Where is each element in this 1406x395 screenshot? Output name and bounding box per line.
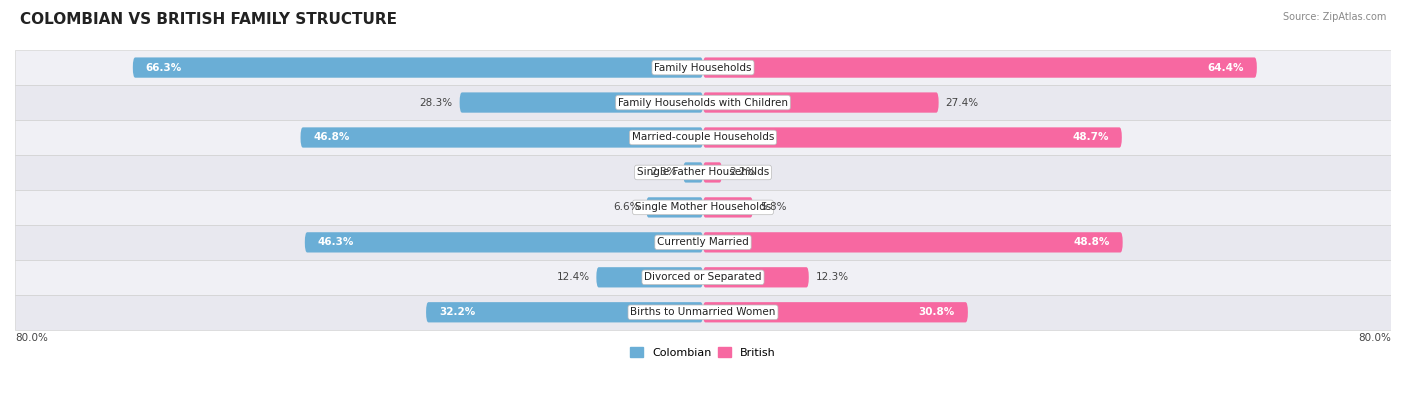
- Text: 48.8%: 48.8%: [1073, 237, 1109, 247]
- FancyBboxPatch shape: [132, 57, 703, 78]
- Text: Divorced or Separated: Divorced or Separated: [644, 272, 762, 282]
- FancyBboxPatch shape: [703, 197, 752, 218]
- Text: 2.3%: 2.3%: [650, 167, 676, 177]
- Bar: [15, 225, 1391, 260]
- Text: 28.3%: 28.3%: [419, 98, 453, 107]
- Text: Family Households with Children: Family Households with Children: [619, 98, 787, 107]
- Text: Source: ZipAtlas.com: Source: ZipAtlas.com: [1282, 12, 1386, 22]
- Text: Single Mother Households: Single Mother Households: [636, 202, 770, 213]
- FancyBboxPatch shape: [703, 162, 721, 182]
- FancyBboxPatch shape: [460, 92, 703, 113]
- Text: Family Households: Family Households: [654, 62, 752, 73]
- Text: 48.7%: 48.7%: [1073, 132, 1109, 143]
- FancyBboxPatch shape: [647, 197, 703, 218]
- FancyBboxPatch shape: [703, 267, 808, 288]
- Text: Currently Married: Currently Married: [657, 237, 749, 247]
- Text: Births to Unmarried Women: Births to Unmarried Women: [630, 307, 776, 317]
- FancyBboxPatch shape: [703, 92, 939, 113]
- FancyBboxPatch shape: [703, 57, 1257, 78]
- Text: Married-couple Households: Married-couple Households: [631, 132, 775, 143]
- FancyBboxPatch shape: [596, 267, 703, 288]
- Text: 6.6%: 6.6%: [613, 202, 640, 213]
- Text: 12.3%: 12.3%: [815, 272, 849, 282]
- Text: 2.2%: 2.2%: [728, 167, 755, 177]
- Bar: [15, 295, 1391, 330]
- Bar: [15, 120, 1391, 155]
- Text: 66.3%: 66.3%: [146, 62, 181, 73]
- Bar: [15, 50, 1391, 85]
- Text: 5.8%: 5.8%: [759, 202, 786, 213]
- FancyBboxPatch shape: [703, 302, 967, 322]
- Legend: Colombian, British: Colombian, British: [626, 342, 780, 362]
- Text: COLOMBIAN VS BRITISH FAMILY STRUCTURE: COLOMBIAN VS BRITISH FAMILY STRUCTURE: [20, 12, 396, 27]
- FancyBboxPatch shape: [305, 232, 703, 252]
- FancyBboxPatch shape: [683, 162, 703, 182]
- Text: 46.8%: 46.8%: [314, 132, 350, 143]
- Bar: [15, 85, 1391, 120]
- Text: Single Father Households: Single Father Households: [637, 167, 769, 177]
- Bar: [15, 155, 1391, 190]
- FancyBboxPatch shape: [703, 232, 1122, 252]
- FancyBboxPatch shape: [703, 127, 1122, 148]
- Text: 30.8%: 30.8%: [918, 307, 955, 317]
- Text: 32.2%: 32.2%: [439, 307, 475, 317]
- FancyBboxPatch shape: [426, 302, 703, 322]
- Text: 80.0%: 80.0%: [1358, 333, 1391, 343]
- FancyBboxPatch shape: [301, 127, 703, 148]
- Bar: [15, 260, 1391, 295]
- Text: 27.4%: 27.4%: [945, 98, 979, 107]
- Text: 80.0%: 80.0%: [15, 333, 48, 343]
- Bar: [15, 190, 1391, 225]
- Text: 46.3%: 46.3%: [318, 237, 354, 247]
- Text: 64.4%: 64.4%: [1208, 62, 1244, 73]
- Text: 12.4%: 12.4%: [557, 272, 589, 282]
